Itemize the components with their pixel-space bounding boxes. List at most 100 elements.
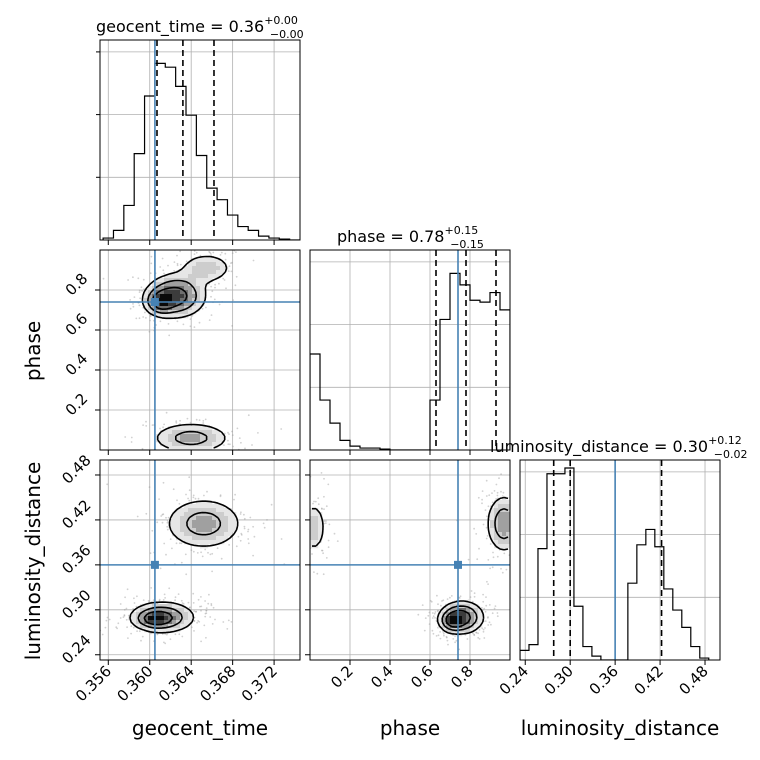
scatter-point (538, 529, 540, 531)
density-cell (216, 532, 221, 537)
scatter-point (193, 630, 195, 632)
scatter-point (138, 304, 141, 307)
density-cell (176, 434, 181, 439)
scatter-point (312, 502, 314, 505)
density-cell (506, 540, 510, 545)
scatter-point (138, 291, 141, 293)
density-cell (216, 512, 221, 517)
scatter-point (239, 539, 242, 542)
density-cell (172, 426, 177, 431)
density-cell (310, 536, 315, 541)
density-cell (220, 512, 225, 517)
scatter-point (200, 640, 203, 643)
scatter-point (252, 525, 255, 528)
scatter-point (280, 428, 283, 430)
scatter-point (473, 633, 475, 636)
density-cell (164, 624, 169, 629)
scatter-point (192, 496, 195, 499)
scatter-point (106, 616, 109, 619)
density-cell (160, 608, 165, 613)
density-cell (196, 270, 201, 275)
density-cell (192, 270, 197, 275)
density-cell (502, 520, 507, 525)
density-cell (314, 524, 319, 529)
density-cell (160, 628, 165, 633)
density-cell (490, 532, 495, 537)
scatter-point (322, 552, 324, 555)
scatter-point (205, 609, 208, 612)
density-cell (200, 438, 205, 443)
scatter-point (306, 525, 308, 527)
density-cell (446, 616, 451, 621)
scatter-point (172, 488, 175, 491)
scatter-point (210, 603, 213, 605)
scatter-point (307, 516, 309, 518)
scatter-point (316, 572, 319, 575)
density-cell (494, 524, 499, 529)
scatter-point (199, 254, 202, 257)
scatter-point (302, 539, 304, 541)
scatter-point (434, 617, 436, 619)
scatter-point (174, 596, 177, 599)
scatter-point (124, 596, 126, 599)
scatter-point (478, 628, 481, 631)
scatter-point (203, 624, 206, 627)
density-cell (188, 612, 193, 617)
scatter-point (197, 620, 200, 622)
scatter-point (235, 251, 237, 254)
scatter-point (182, 323, 185, 326)
scatter-point (491, 566, 494, 569)
scatter-point (193, 326, 196, 328)
density-cell (502, 500, 507, 505)
density-cell (188, 298, 193, 303)
density-cell (144, 306, 149, 311)
density-cell (156, 286, 161, 291)
scatter-point (176, 264, 179, 267)
scatter-point (201, 555, 204, 558)
scatter-point (247, 530, 249, 533)
density-cell (192, 536, 197, 541)
density-cell (196, 294, 201, 299)
scatter-point (243, 525, 246, 528)
density-cell (184, 446, 189, 450)
scatter-point (167, 516, 170, 519)
density-cell (498, 520, 503, 525)
density-cell (220, 270, 225, 275)
density-cell (176, 532, 181, 537)
density-cell (216, 508, 221, 513)
density-cell (160, 278, 165, 283)
scatter-point (511, 532, 513, 534)
scatter-point (528, 551, 530, 553)
histogram-step (102, 62, 300, 240)
density-cell (168, 294, 173, 299)
scatter-point (447, 643, 449, 646)
scatter-point (430, 600, 433, 603)
density-cell (192, 266, 197, 271)
scatter-point (196, 552, 199, 554)
density-cell (498, 544, 503, 549)
scatter-point (323, 520, 326, 522)
scatter-point (222, 621, 225, 623)
contour-level (137, 511, 222, 629)
scatter-point (472, 632, 474, 635)
scatter-point (325, 557, 328, 559)
density-cell (506, 520, 510, 525)
density-cell (168, 438, 173, 443)
scatter-point (305, 530, 307, 532)
density-cell (136, 612, 141, 617)
scatter-point (194, 610, 197, 613)
density-cell (188, 434, 193, 439)
x-tick-label: 0.6 (407, 662, 437, 692)
density-cell (314, 536, 319, 541)
density-cell (314, 520, 319, 525)
scatter-point (510, 540, 512, 542)
scatter-point (163, 423, 166, 426)
density-cell (180, 286, 185, 291)
scatter-point (163, 542, 166, 545)
scatter-point (478, 547, 480, 550)
scatter-point (187, 497, 190, 500)
density-cell (176, 298, 181, 303)
scatter-point (189, 421, 192, 424)
scatter-point (333, 532, 336, 535)
density-cell (470, 612, 475, 617)
